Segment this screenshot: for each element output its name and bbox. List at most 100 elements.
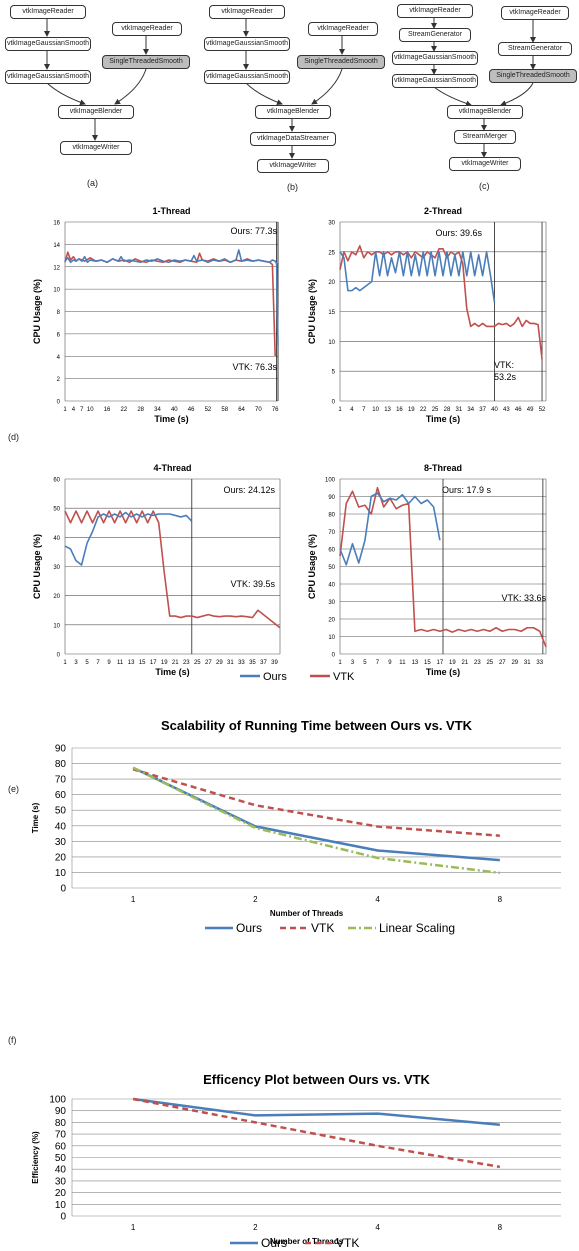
panel-label-f: (f) xyxy=(8,1035,17,1045)
annotation: Ours: 17.9 s xyxy=(442,485,492,495)
legend-label-linear-scaling: Linear Scaling xyxy=(379,921,455,935)
pipeline-a-edges xyxy=(44,19,149,141)
x-tick-label: 28 xyxy=(444,407,451,413)
x-tick-label: 22 xyxy=(121,407,128,413)
series-line-ours xyxy=(64,511,193,566)
x-tick-label: 31 xyxy=(227,660,234,666)
x-tick-label: 31 xyxy=(456,407,463,413)
legend-label-ours: Ours xyxy=(263,671,287,683)
panel-label-b: (b) xyxy=(287,182,298,192)
x-tick-label: 52 xyxy=(539,407,546,413)
y-tick-label: 100 xyxy=(49,1095,66,1106)
series-line-vtk xyxy=(64,510,281,629)
x-tick-label: 15 xyxy=(424,660,431,666)
node-streamgenerator: StreamGenerator xyxy=(498,42,572,56)
x-tick-label: 10 xyxy=(372,407,379,413)
y-tick-label: 20 xyxy=(55,852,67,863)
y-tick-label: 40 xyxy=(55,1165,67,1176)
x-tick-label: 7 xyxy=(80,407,84,413)
x-tick-label: 1 xyxy=(338,660,342,666)
x-tick-label: 4 xyxy=(350,407,354,413)
y-tick-label: 10 xyxy=(55,868,67,879)
y-tick-label: 30 xyxy=(328,221,335,227)
node-vtkimagewriter: vtkImageWriter xyxy=(257,159,329,173)
x-axis-label: Number of Threads xyxy=(270,1237,344,1246)
x-tick-label: 39 xyxy=(271,660,278,666)
x-tick-label: 4 xyxy=(72,407,76,413)
chart-scalability-group: Scalability of Running Time between Ours… xyxy=(31,718,561,935)
y-tick-label: 60 xyxy=(53,478,60,484)
x-tick-label: 1 xyxy=(63,407,67,413)
x-tick-label: 25 xyxy=(432,407,439,413)
node-singlethreadedsmooth: SingleThreadedSmooth xyxy=(489,69,577,83)
y-tick-label: 50 xyxy=(53,507,60,513)
series-line-ours xyxy=(132,766,500,862)
x-tick-label: 17 xyxy=(437,660,444,666)
y-tick-label: 10 xyxy=(328,340,335,346)
node-vtkimagereader: vtkImageReader xyxy=(112,22,182,36)
x-tick-label: 25 xyxy=(486,660,493,666)
x-tick-label: 37 xyxy=(479,407,486,413)
x-tick-label: 46 xyxy=(515,407,522,413)
annotation: VTK: 39.5s xyxy=(230,579,275,589)
x-tick-label: 29 xyxy=(216,660,223,666)
series-line-ours xyxy=(339,251,496,303)
x-tick-label: 29 xyxy=(511,660,518,666)
y-axis-label: CPU Usage (%) xyxy=(32,534,42,599)
y-tick-label: 2 xyxy=(57,377,61,383)
y-tick-label: 70 xyxy=(328,530,335,536)
y-tick-label: 8 xyxy=(57,310,61,316)
legend-label-vtk: VTK xyxy=(336,1236,359,1250)
y-tick-label: 80 xyxy=(55,1118,67,1129)
x-tick-label: 4 xyxy=(375,1223,380,1232)
panel-label-a: (a) xyxy=(87,178,98,188)
y-tick-label: 20 xyxy=(328,618,335,624)
x-tick-label: 13 xyxy=(128,660,135,666)
chart-2-group: 2-Thread 0 5 10 15 20 25 30 1 4 7 10 13 16 19 22 25 28 31 3… xyxy=(307,206,547,424)
y-tick-label: 10 xyxy=(53,623,60,629)
pipeline-b-edges xyxy=(243,19,345,159)
y-tick-label: 0 xyxy=(57,653,61,659)
x-tick-label: 16 xyxy=(396,407,403,413)
y-tick-label: 30 xyxy=(53,565,60,571)
y-tick-label: 30 xyxy=(55,837,67,848)
y-tick-label: 10 xyxy=(53,288,60,294)
x-tick-label: 58 xyxy=(221,407,228,413)
x-tick-label: 33 xyxy=(238,660,245,666)
legend-label-vtk: VTK xyxy=(311,921,334,935)
series-line-vtk xyxy=(132,768,500,837)
x-tick-label: 5 xyxy=(363,660,367,666)
panel-label-e: (e) xyxy=(8,784,19,794)
y-tick-label: 90 xyxy=(55,1106,67,1117)
x-tick-label: 37 xyxy=(260,660,267,666)
x-tick-label: 76 xyxy=(272,407,279,413)
y-tick-label: 60 xyxy=(328,548,335,554)
y-tick-label: 12 xyxy=(53,265,60,271)
chart-title: 1-Thread xyxy=(152,206,190,216)
node-vtkimagereader: vtkImageReader xyxy=(209,5,285,19)
x-tick-label: 22 xyxy=(420,407,427,413)
series-line-vtk xyxy=(339,245,543,360)
chart-title: 2-Thread xyxy=(424,206,462,216)
x-tick-label: 2 xyxy=(253,1223,258,1232)
node-vtkimageblender: vtkImageBlender xyxy=(58,105,134,119)
x-tick-label: 34 xyxy=(467,407,474,413)
panel-label-d: (d) xyxy=(8,432,19,442)
annotation: VTK: 76.3s xyxy=(232,362,277,372)
x-tick-label: 19 xyxy=(449,660,456,666)
y-tick-label: 60 xyxy=(55,790,67,801)
legend-label-ours: Ours xyxy=(236,921,262,935)
x-tick-label: 21 xyxy=(172,660,179,666)
pipeline-b: vtkImageReader vtkImageGaussianSmooth vt… xyxy=(196,0,386,195)
series-line-vtk xyxy=(132,1097,501,1169)
x-tick-label: 31 xyxy=(524,660,531,666)
x-tick-label: 1 xyxy=(131,895,136,904)
y-tick-label: 60 xyxy=(55,1141,67,1152)
node-singlethreadedsmooth: SingleThreadedSmooth xyxy=(102,55,190,69)
annotation: VTK: xyxy=(494,360,514,370)
x-axis-label: Time (s) xyxy=(426,414,460,424)
x-tick-label: 7 xyxy=(96,660,100,666)
x-tick-label: 1 xyxy=(63,660,67,666)
